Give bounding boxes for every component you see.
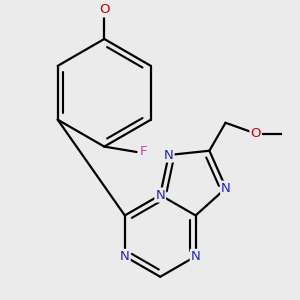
Text: O: O [99, 3, 110, 16]
Text: F: F [139, 146, 147, 158]
Text: N: N [164, 148, 174, 161]
Text: N: N [191, 250, 200, 263]
Text: N: N [120, 250, 130, 263]
Text: N: N [155, 188, 165, 202]
Text: N: N [221, 182, 231, 195]
Text: O: O [250, 127, 261, 140]
